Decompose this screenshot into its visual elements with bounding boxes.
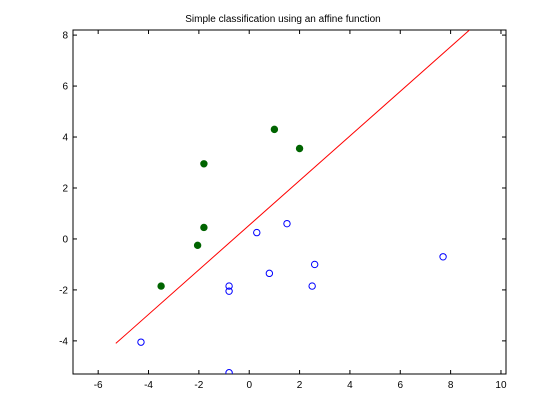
plot-area: -6 -4 -2 0 2 4 6 8 10 -4 -2 0 2 4 6 8	[59, 30, 507, 391]
y-tick-label: 2	[62, 183, 68, 194]
y-tick-label: 6	[62, 82, 68, 93]
y-tick-label: 8	[62, 31, 68, 42]
decision-line	[116, 30, 470, 343]
negative-point	[226, 370, 232, 376]
positive-point	[201, 224, 207, 230]
negative-point	[266, 270, 272, 276]
x-tick-label: 8	[448, 380, 454, 391]
x-tick-label: 10	[495, 380, 507, 391]
negative-point	[440, 254, 446, 260]
y-tick-label: -4	[59, 336, 68, 347]
x-tick-label: -6	[94, 380, 103, 391]
positive-point	[201, 161, 207, 167]
y-tick-label: -2	[59, 285, 68, 296]
y-tick-label: 4	[62, 133, 68, 144]
negative-point	[311, 261, 317, 267]
data-layer	[116, 30, 470, 376]
y-tick-label: 0	[62, 234, 68, 245]
x-tick-label: 2	[297, 380, 303, 391]
chart-title: Simple classification using an affine fu…	[185, 14, 380, 25]
positive-point	[296, 145, 302, 151]
negative-point	[254, 229, 260, 235]
negative-point	[138, 339, 144, 345]
x-tick-label: 0	[246, 380, 252, 391]
negative-point	[284, 220, 290, 226]
x-tick-label: 4	[347, 380, 353, 391]
negative-point	[309, 283, 315, 289]
axes-box	[73, 30, 506, 374]
x-tick-label: 6	[397, 380, 403, 391]
positive-point	[158, 283, 164, 289]
positive-point	[271, 126, 277, 132]
x-tick-label: -2	[194, 380, 203, 391]
positive-point	[194, 242, 200, 248]
x-tick-label: -4	[144, 380, 153, 391]
